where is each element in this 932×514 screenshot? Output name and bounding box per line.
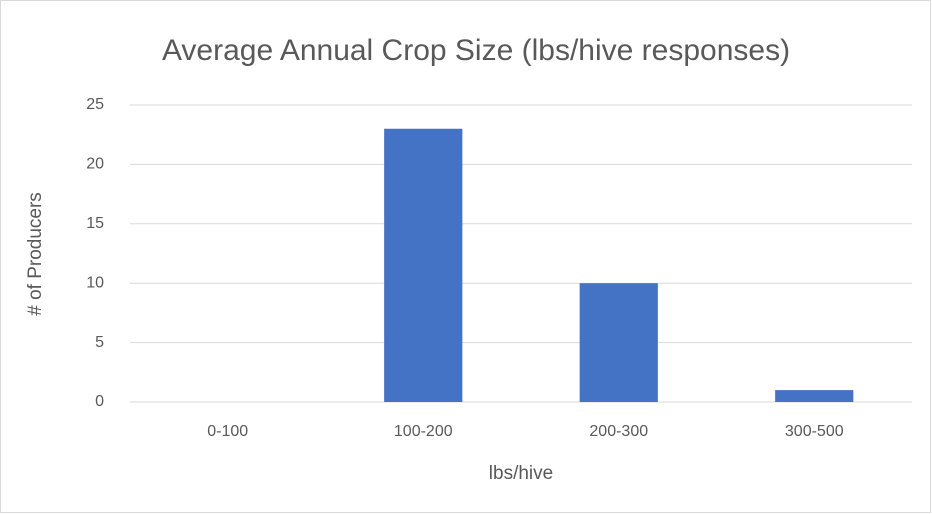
y-tick-label: 5 <box>95 334 104 351</box>
x-tick-label: 300-500 <box>785 423 844 440</box>
y-tick-label: 0 <box>95 393 104 410</box>
y-tick-label: 20 <box>86 156 104 173</box>
x-tick-label: 100-200 <box>394 423 453 440</box>
y-tick-label: 25 <box>86 96 104 113</box>
bar <box>775 390 854 402</box>
y-axis-label: # of Producers <box>25 192 46 316</box>
chart-title: Average Annual Crop Size (lbs/hive respo… <box>162 34 790 67</box>
bar <box>384 128 463 402</box>
y-tick-label: 10 <box>86 274 104 291</box>
y-tick-label: 15 <box>86 215 104 232</box>
x-tick-label: 200-300 <box>589 423 648 440</box>
bar <box>579 283 658 402</box>
x-axis-label: lbs/hive <box>489 463 553 484</box>
x-tick-label: 0-100 <box>207 423 248 440</box>
